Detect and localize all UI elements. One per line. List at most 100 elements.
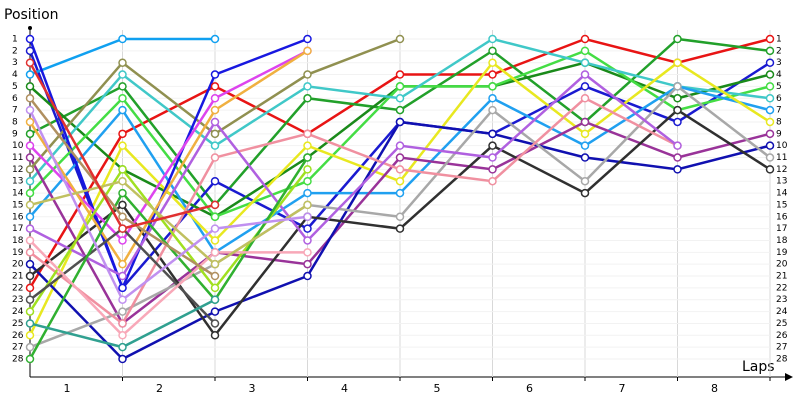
- position-point: [580, 70, 590, 79]
- position-point: [673, 165, 682, 174]
- position-point: [210, 271, 220, 281]
- position-point: [25, 141, 35, 150]
- position-point: [580, 58, 590, 67]
- position-point: [118, 105, 127, 115]
- position-point: [210, 236, 220, 245]
- y-tick-label: 16: [12, 212, 24, 222]
- position-point: [395, 165, 405, 174]
- y-tick-label-right: 18: [776, 236, 788, 246]
- position-point: [118, 188, 127, 198]
- position-point: [673, 141, 682, 150]
- position-point: [488, 70, 497, 79]
- position-point: [210, 331, 220, 340]
- position-point: [673, 82, 682, 91]
- y-tick-label-right: 25: [776, 319, 787, 329]
- position-point: [118, 165, 127, 174]
- y-tick-label: 14: [12, 189, 24, 199]
- series-line: [29, 179, 309, 266]
- y-tick-label: 21: [12, 272, 23, 282]
- y-tick-label: 23: [12, 295, 23, 305]
- position-point: [765, 58, 775, 67]
- y-tick-label-right: 6: [776, 94, 782, 104]
- y-tick-label-right: 1: [776, 35, 782, 45]
- y-tick-label-right: 9: [776, 129, 782, 139]
- position-point: [25, 188, 35, 198]
- position-point: [303, 224, 312, 233]
- y-tick-label-right: 23: [776, 295, 787, 305]
- position-point: [580, 188, 590, 198]
- position-point: [25, 105, 35, 115]
- position-point: [25, 224, 35, 233]
- position-point: [488, 94, 497, 103]
- position-point: [488, 82, 497, 91]
- y-tick-label: 28: [12, 355, 24, 365]
- position-point: [210, 82, 220, 91]
- y-tick-label-right: 22: [776, 283, 787, 293]
- y-tick-label: 13: [12, 177, 23, 187]
- position-point: [673, 117, 682, 127]
- position-point: [118, 129, 127, 139]
- position-point: [118, 34, 127, 44]
- position-point: [25, 248, 35, 257]
- position-point: [395, 224, 405, 233]
- position-point: [395, 212, 405, 222]
- position-point: [765, 141, 775, 150]
- position-point: [210, 153, 220, 162]
- y-tick-label: 17: [12, 224, 23, 234]
- y-tick-label-right: 20: [776, 260, 788, 270]
- position-point: [303, 46, 312, 56]
- y-tick-label-right: 8: [776, 117, 782, 127]
- position-point: [210, 259, 220, 269]
- position-point: [765, 105, 775, 115]
- position-point: [395, 82, 405, 91]
- position-point: [25, 46, 35, 56]
- position-point: [210, 307, 220, 316]
- position-point: [118, 141, 127, 150]
- position-point: [673, 105, 682, 115]
- position-point: [765, 153, 775, 162]
- position-point: [25, 331, 35, 340]
- y-tick-label: 25: [12, 319, 23, 329]
- position-point: [118, 271, 127, 281]
- y-tick-label: 12: [12, 165, 23, 175]
- position-point: [118, 319, 127, 328]
- position-point: [25, 70, 35, 79]
- y-tick-label-right: 26: [776, 331, 788, 341]
- y-tick-label: 18: [12, 236, 24, 246]
- y-tick-label: 10: [12, 141, 24, 151]
- y-tick-label-right: 7: [776, 106, 782, 116]
- position-point: [210, 105, 220, 115]
- y-tick-label: 27: [12, 343, 23, 353]
- y-tick-label: 1: [12, 35, 18, 45]
- position-point: [765, 165, 775, 174]
- x-tick-label: 3: [249, 382, 256, 395]
- position-point: [395, 34, 405, 44]
- position-point: [395, 70, 405, 79]
- y-tick-label: 11: [12, 153, 23, 163]
- position-point: [765, 94, 775, 103]
- position-point: [765, 34, 775, 44]
- position-point: [25, 200, 35, 210]
- position-point: [25, 271, 35, 281]
- y-tick-label-right: 14: [776, 189, 788, 199]
- position-point: [303, 212, 312, 222]
- y-tick-label: 7: [12, 106, 18, 116]
- position-point: [303, 271, 312, 281]
- position-point: [395, 141, 405, 150]
- y-tick-label-right: 16: [776, 212, 788, 222]
- position-point: [303, 236, 312, 245]
- y-tick-label: 2: [12, 46, 18, 56]
- position-point: [580, 117, 590, 127]
- series-line: [29, 72, 679, 278]
- position-point: [580, 176, 590, 186]
- y-tick-label: 6: [12, 94, 18, 104]
- position-point: [25, 354, 35, 364]
- y-tick-label-right: 28: [776, 355, 788, 365]
- position-point: [25, 82, 35, 91]
- x-tick-label: 4: [341, 382, 348, 395]
- position-point: [210, 283, 220, 293]
- position-point: [765, 129, 775, 139]
- position-point: [118, 176, 127, 186]
- series-line: [28, 37, 308, 292]
